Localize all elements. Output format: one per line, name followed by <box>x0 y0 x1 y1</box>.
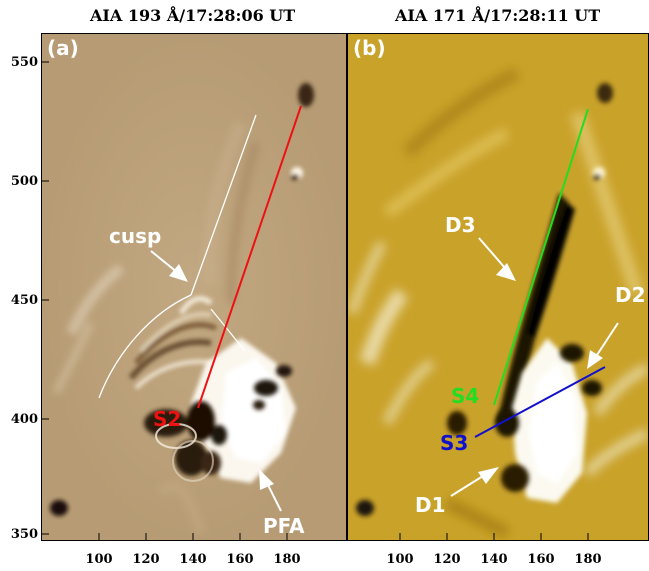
x-tick-label: 100 <box>85 552 113 567</box>
y-tick-label: 450 <box>10 293 38 308</box>
x-tick-label: 120 <box>433 552 461 567</box>
y-tick-label: 350 <box>10 527 38 542</box>
slit-s2-label: S2 <box>153 407 181 431</box>
panel-a-label: (a) <box>47 36 79 60</box>
slit-s4-line <box>493 108 589 406</box>
slit-s4-label: S4 <box>451 384 479 408</box>
d1-label: D1 <box>415 493 446 517</box>
slit-s3-line <box>474 366 606 438</box>
d3-label: D3 <box>445 213 476 237</box>
y-tick-label: 500 <box>10 174 38 189</box>
slit-s3-label: S3 <box>440 431 468 455</box>
x-tick-label: 140 <box>179 552 207 567</box>
d2-label: D2 <box>615 283 646 307</box>
x-tick-label: 180 <box>574 552 602 567</box>
y-tick-label: 400 <box>10 412 38 427</box>
x-tick-label: 100 <box>386 552 414 567</box>
y-tick-label: 550 <box>10 55 38 70</box>
x-tick-label: 140 <box>480 552 508 567</box>
panel-b-image: (b) D3 D2 S4 S3 D1 <box>347 33 649 541</box>
x-tick-label: 180 <box>273 552 301 567</box>
panel-a-title: AIA 193 Å/17:28:06 UT <box>90 6 296 25</box>
pfa-label: PFA <box>263 514 305 538</box>
slit-s2-line <box>197 105 302 409</box>
x-tick-label: 160 <box>226 552 254 567</box>
panel-b-label: (b) <box>353 36 386 60</box>
x-tick-label: 160 <box>527 552 555 567</box>
cusp-label: cusp <box>109 224 161 248</box>
x-tick-label: 120 <box>132 552 160 567</box>
panel-a-image: (a) cusp S2 PFA <box>41 33 347 541</box>
panel-b-title: AIA 171 Å/17:28:11 UT <box>395 6 601 25</box>
